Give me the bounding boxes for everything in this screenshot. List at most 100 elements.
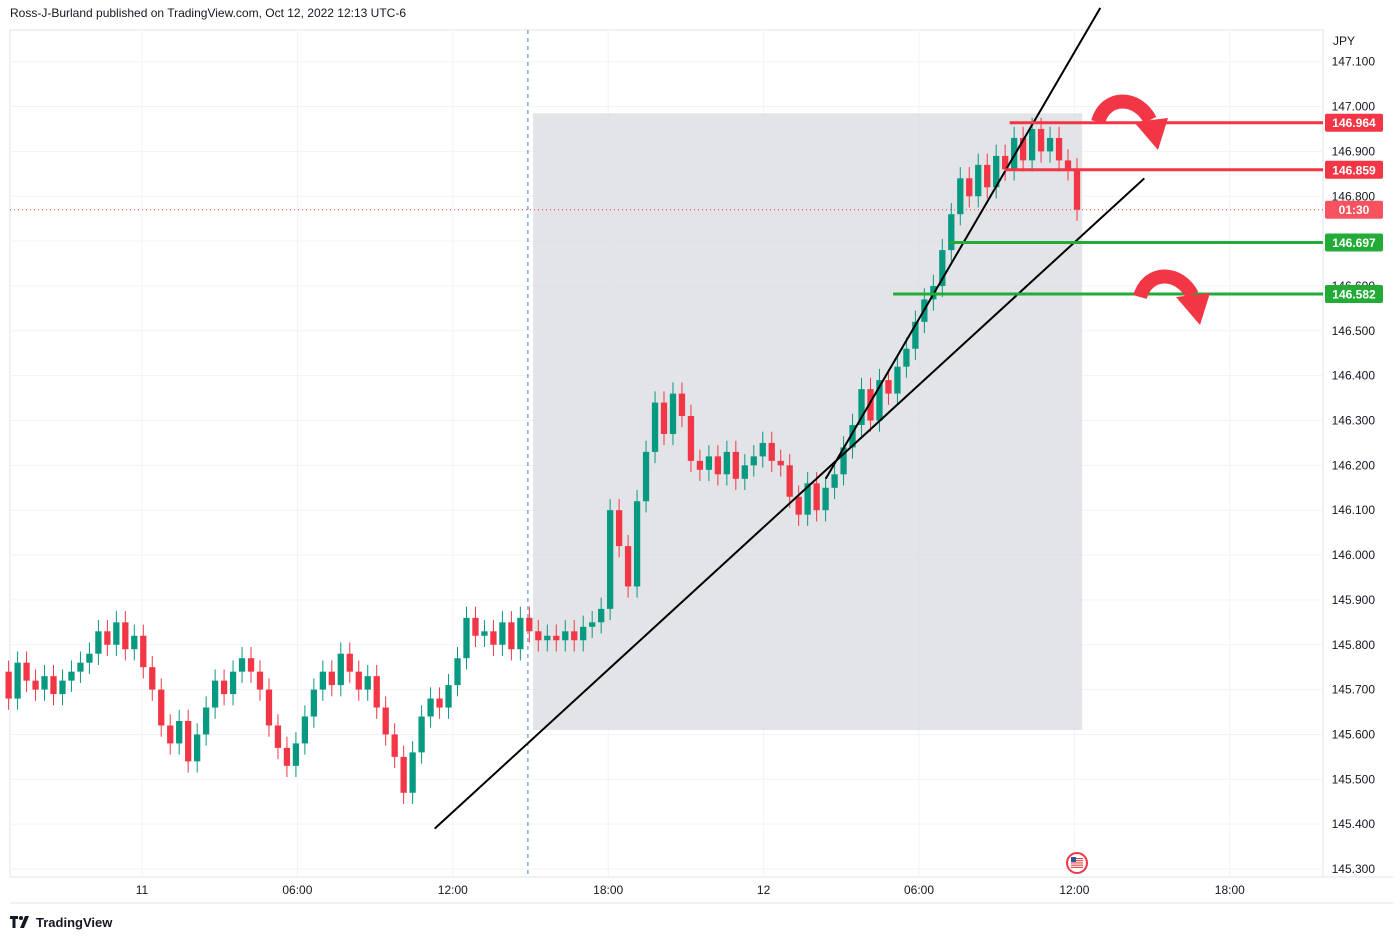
- candle-body: [131, 635, 138, 650]
- candle-body: [1028, 128, 1036, 161]
- candle-body: [194, 734, 201, 762]
- y-tick-label: 145.900: [1332, 593, 1376, 607]
- candle-body: [651, 402, 659, 452]
- candle-body: [1064, 160, 1072, 170]
- candle-body: [562, 631, 569, 641]
- candle-body: [436, 698, 443, 708]
- candle-body: [768, 442, 775, 461]
- candle-body: [328, 671, 335, 686]
- candle-body: [265, 689, 273, 726]
- price-label-text: 146.859: [1332, 163, 1376, 177]
- candle-body: [535, 631, 542, 641]
- candle-body: [669, 393, 677, 434]
- candle-body: [1073, 169, 1081, 210]
- candle-body: [660, 402, 668, 434]
- y-tick-label: 146.300: [1332, 414, 1376, 428]
- candle-body: [50, 676, 57, 695]
- flag-stripe: [1070, 858, 1083, 860]
- candle-body: [642, 451, 650, 502]
- price-label-bg: [1325, 160, 1383, 179]
- candle-body: [319, 671, 326, 690]
- trendline[interactable]: [433, 177, 1146, 830]
- flag-stripe: [1070, 866, 1083, 868]
- candle-body: [606, 510, 614, 609]
- candle-body: [984, 164, 991, 188]
- price-label-text: 146.697: [1332, 236, 1376, 250]
- candle-body: [633, 501, 641, 587]
- candle-body: [1011, 137, 1018, 170]
- arrow-head: [1134, 118, 1168, 150]
- candle-body: [68, 671, 75, 681]
- candle-body: [382, 707, 389, 735]
- price-labels: 146.964 146.859 01:30 146.697 146.582: [1065, 113, 1383, 874]
- candle-body: [508, 622, 515, 650]
- candle-body: [310, 689, 318, 717]
- y-tick-label: 146.800: [1332, 189, 1376, 203]
- candle-body: [32, 680, 39, 690]
- candle-body: [104, 631, 111, 645]
- candle-body: [975, 164, 982, 197]
- candle-body: [238, 658, 246, 672]
- candle-body: [211, 680, 219, 708]
- candle-body: [813, 483, 820, 511]
- candle-body: [41, 676, 48, 690]
- drawings: [433, 7, 1323, 830]
- us-flag-event-icon[interactable]: [1065, 852, 1088, 874]
- publisher-line: Ross-J-Burland published on TradingView.…: [10, 6, 406, 20]
- candle-body: [696, 460, 704, 470]
- candle-body: [463, 617, 470, 659]
- candle-body: [499, 622, 506, 645]
- candle-body: [391, 734, 398, 757]
- candle-body: [624, 546, 632, 587]
- candle-body: [140, 635, 147, 668]
- candle-body: [23, 662, 30, 681]
- tradingview-logo-icon: [10, 916, 32, 928]
- candle-body: [741, 465, 748, 479]
- candle-body: [1037, 128, 1045, 152]
- x-tick-label: 11: [136, 883, 149, 897]
- candle-body: [86, 653, 93, 663]
- down-arrow-lower-icon: [1133, 269, 1210, 325]
- arrow-shaft: [1091, 94, 1157, 125]
- price-label-bg: [1325, 285, 1383, 304]
- highlight-box-layer: [10, 30, 1323, 877]
- candle-body: [786, 465, 793, 497]
- candle-body: [553, 635, 560, 641]
- candle-body: [445, 685, 452, 708]
- candle-body: [301, 716, 309, 744]
- candle-body: [229, 671, 237, 695]
- candle-body: [14, 662, 21, 699]
- candle-body: [167, 725, 174, 744]
- candle-body: [678, 393, 686, 417]
- candle-body: [337, 653, 344, 686]
- candle-body: [346, 653, 353, 672]
- candle-body: [283, 747, 291, 766]
- candle-body: [122, 622, 129, 650]
- candle-body: [77, 662, 84, 672]
- candle-body: [580, 626, 587, 641]
- price-label-bg: [1325, 233, 1383, 252]
- flag-stripe: [1070, 862, 1083, 864]
- y-tick-label: 145.500: [1332, 772, 1376, 786]
- candle-body: [867, 389, 874, 421]
- candle-body: [966, 178, 973, 197]
- candle-body: [364, 676, 371, 690]
- candle-body: [957, 178, 964, 215]
- tradingview-footer[interactable]: TradingView: [10, 913, 112, 931]
- x-tick-label: 12: [757, 883, 771, 897]
- y-tick-label: 145.300: [1332, 862, 1376, 876]
- candle-body: [615, 510, 623, 547]
- candle-body: [247, 658, 255, 672]
- candle-body: [822, 487, 829, 511]
- candle-body: [256, 671, 264, 690]
- candles: [5, 117, 1081, 804]
- candle-body: [149, 667, 156, 690]
- candle-body: [885, 380, 892, 394]
- candle-body: [687, 416, 695, 461]
- candle-body: [409, 752, 416, 793]
- currency-label: JPY: [1333, 34, 1355, 48]
- x-tick-label: 18:00: [593, 883, 623, 897]
- candle-body: [849, 424, 856, 448]
